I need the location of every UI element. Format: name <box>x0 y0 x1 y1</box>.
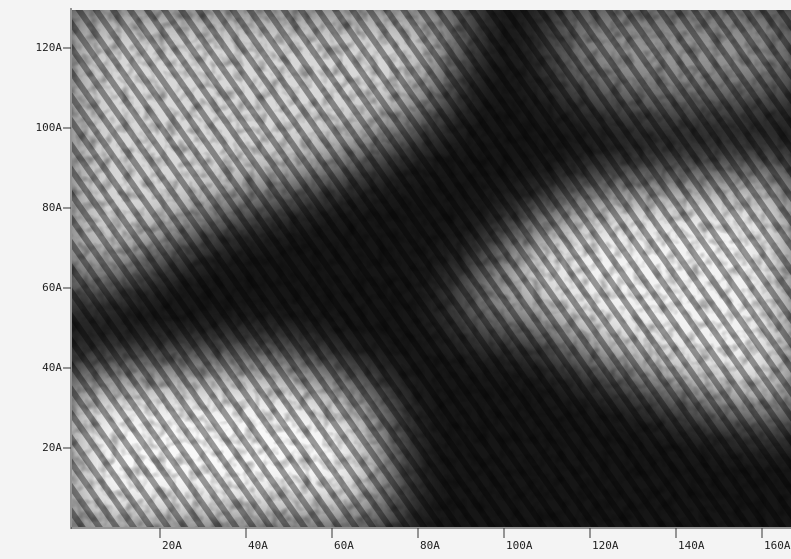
x-tick-label: 100A <box>506 539 533 552</box>
y-tick-label: 60A <box>42 281 62 294</box>
x-tick-label: 140A <box>678 539 705 552</box>
x-tick-label: 120A <box>592 539 619 552</box>
y-tick-label: 120A <box>36 41 63 54</box>
micrograph <box>60 0 791 540</box>
x-tick-label: 20A <box>162 539 182 552</box>
y-tick-label: 40A <box>42 361 62 374</box>
x-tick-label: 60A <box>334 539 354 552</box>
y-tick-label: 80A <box>42 201 62 214</box>
x-axis: 20A 40A 60A 80A 100A 120A 140A 160A <box>160 528 791 552</box>
x-tick-label: 80A <box>420 539 440 552</box>
y-tick-label: 20A <box>42 441 62 454</box>
y-axis: 120A 100A 80A 60A 40A 20A <box>36 41 72 454</box>
y-tick-label: 100A <box>36 121 63 134</box>
x-tick-label: 40A <box>248 539 268 552</box>
x-tick-label: 160A <box>764 539 791 552</box>
micrograph-figure: 120A100A80A60A40A20A 20A40A60A80A100A120… <box>0 0 791 559</box>
